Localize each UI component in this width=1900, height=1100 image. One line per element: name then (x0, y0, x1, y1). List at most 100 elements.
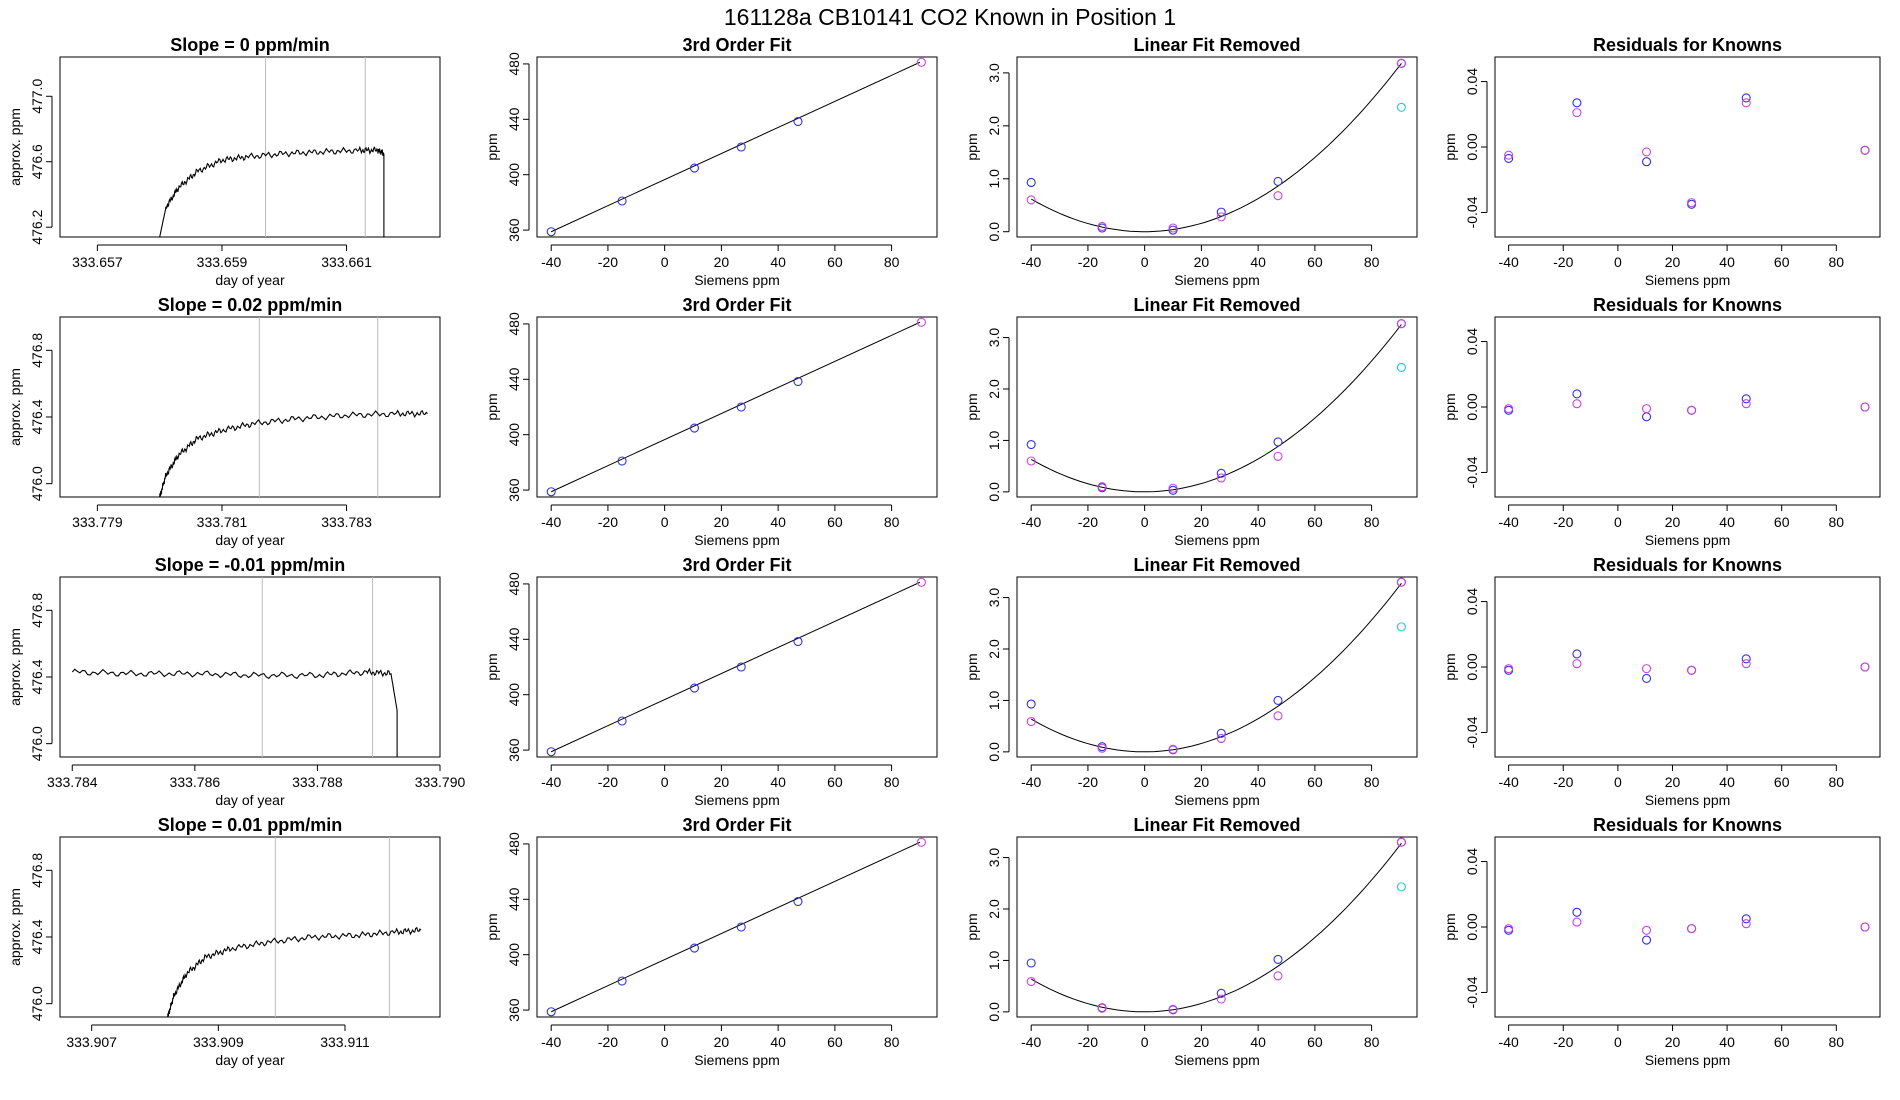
data-point (1168, 744, 1178, 754)
plot-frame (1494, 576, 1881, 758)
data-point (793, 116, 803, 127)
y-tick-label: 0.00 (1464, 653, 1480, 680)
x-tick-label: 20 (1665, 774, 1681, 790)
y-axis-label: ppm (1442, 133, 1458, 160)
x-tick-label: 0 (1614, 254, 1622, 270)
y-tick-label: 360 (506, 218, 522, 242)
x-tick-label: -40 (541, 1034, 561, 1050)
x-tick-label: 60 (1774, 774, 1790, 790)
data-point (1026, 976, 1036, 987)
data-point (1687, 198, 1697, 208)
plot-area (71, 577, 398, 757)
fit-line (550, 581, 921, 753)
y-axis-label: ppm (484, 653, 500, 680)
y-tick-label: 400 (506, 943, 522, 967)
data-point (1572, 649, 1582, 659)
panel-grid: Slope = 0 ppm/min 333.657 333.659 333.661 da… (7, 35, 1881, 1068)
data-point (1273, 711, 1283, 721)
data-point (1396, 837, 1406, 847)
plot-frame (59, 316, 441, 498)
data-point (793, 896, 803, 907)
y-tick-label: 2.0 (986, 116, 1002, 136)
x-tick-label: 80 (1364, 514, 1380, 530)
data-point (1026, 958, 1036, 968)
y-tick-label: 0.00 (1464, 133, 1480, 160)
y-tick-label: 476.4 (29, 659, 45, 694)
x-tick-label: 333.661 (321, 254, 372, 270)
data-point (736, 922, 746, 932)
x-tick-label: -40 (1499, 514, 1519, 530)
chart-title: Linear Fit Removed (1133, 295, 1300, 315)
x-tick-label: 333.781 (197, 514, 248, 530)
plot-frame (59, 56, 441, 238)
x-tick-label: 80 (884, 514, 900, 530)
data-point (1741, 98, 1751, 108)
data-point (1273, 954, 1283, 964)
x-tick-label: 80 (1364, 1034, 1380, 1050)
plot-area (1026, 837, 1406, 1015)
data-point (1741, 914, 1751, 924)
y-axis-label: approx. ppm (7, 628, 23, 706)
plot-area (159, 317, 428, 497)
x-tick-label: -40 (1021, 254, 1041, 270)
y-tick-label: 480 (506, 832, 522, 856)
data-point (617, 196, 627, 206)
chart-title: Residuals for Knowns (1593, 295, 1782, 315)
x-axis-label: Siemens ppm (1645, 272, 1731, 288)
y-tick-label: 2.0 (986, 899, 1002, 919)
plot-area (546, 577, 926, 757)
x-tick-label: 0 (661, 514, 669, 530)
data-point (1860, 662, 1870, 672)
data-point (1273, 695, 1283, 705)
y-tick-label: 2.0 (986, 639, 1002, 659)
y-axis-label: ppm (1442, 913, 1458, 940)
chart-panel-1-3: Linear Fit Removed -40 -20 0 20 40 60 80 Siemens… (964, 35, 1418, 288)
x-tick-label: 333.790 (415, 774, 466, 790)
chart-panel-1-2: 3rd Order Fit -40 -20 0 20 40 60 80 Siemens ppm 3… (484, 35, 938, 288)
x-tick-label: 20 (714, 1034, 730, 1050)
time-series-trace (159, 409, 428, 497)
x-tick-label: 80 (1829, 254, 1845, 270)
chart-title: 3rd Order Fit (682, 295, 791, 315)
plot-area (546, 317, 926, 497)
x-tick-label: 0 (1141, 254, 1149, 270)
data-point (1641, 925, 1652, 935)
x-tick-label: 333.659 (197, 254, 248, 270)
x-tick-label: -40 (1021, 774, 1041, 790)
data-point (1741, 394, 1751, 404)
plot-frame (1016, 56, 1418, 238)
data-point (1396, 58, 1406, 68)
y-tick-label: 0.0 (986, 482, 1002, 502)
plot-area (1504, 649, 1870, 684)
y-tick-label: 0.04 (1464, 68, 1480, 95)
data-point (546, 1007, 556, 1017)
chart-title: Linear Fit Removed (1133, 815, 1300, 835)
x-tick-label: -40 (541, 774, 561, 790)
x-tick-label: 0 (661, 1034, 669, 1050)
x-tick-label: 60 (827, 514, 843, 530)
x-axis-label: day of year (215, 1052, 285, 1068)
data-point (1026, 716, 1036, 727)
data-point (1687, 924, 1697, 934)
plot-area (159, 57, 385, 237)
data-point (1216, 988, 1226, 998)
x-tick-label: 0 (1614, 774, 1622, 790)
data-point (1168, 223, 1178, 233)
plot-frame (1494, 316, 1881, 498)
x-axis-label: Siemens ppm (1174, 532, 1260, 548)
y-tick-label: 1.0 (986, 950, 1002, 970)
y-axis-label: ppm (1442, 653, 1458, 680)
y-axis-label: ppm (484, 393, 500, 420)
plot-frame (1494, 56, 1881, 238)
chart-panel-2-2: 3rd Order Fit -40 -20 0 20 40 60 80 Siemens ppm 3… (484, 295, 938, 548)
y-tick-label: 0.00 (1464, 393, 1480, 420)
y-tick-label: 440 (506, 627, 522, 651)
x-tick-label: 40 (1250, 254, 1266, 270)
data-point (1860, 402, 1870, 412)
data-point (1273, 176, 1283, 186)
data-point (1641, 673, 1652, 684)
y-tick-label: 1.0 (986, 430, 1002, 450)
data-point (1572, 108, 1582, 118)
data-point (1641, 664, 1652, 674)
data-point (1396, 577, 1406, 587)
